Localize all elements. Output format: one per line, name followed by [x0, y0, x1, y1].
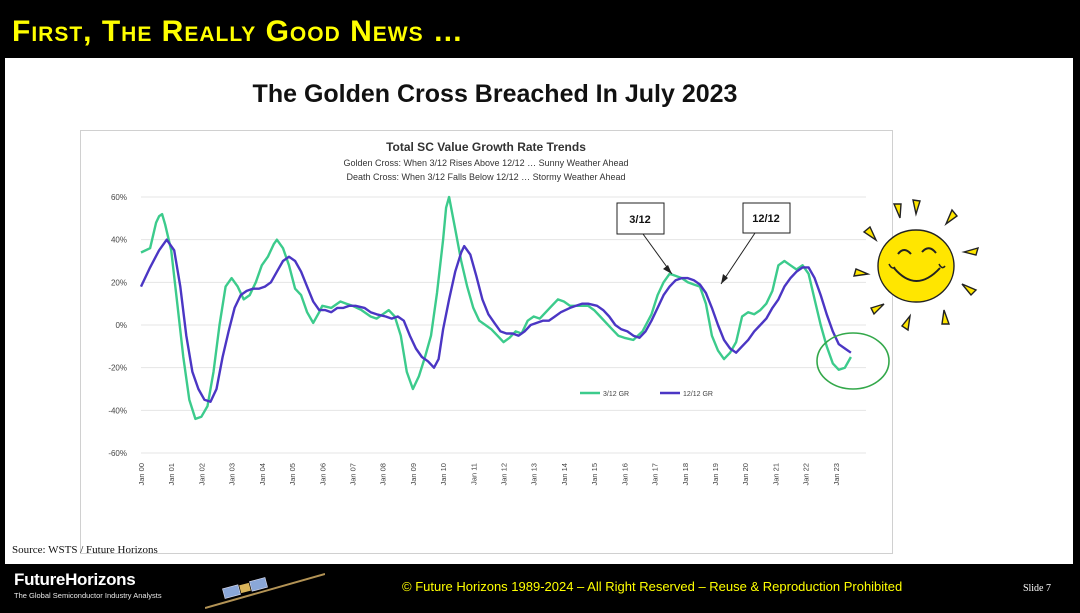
x-tick-label: Jan 21: [771, 463, 780, 486]
y-tick-label: -40%: [108, 406, 127, 415]
y-tick-label: -20%: [108, 364, 127, 373]
series-lines: [139, 195, 852, 421]
x-tick-label: Jan 04: [258, 463, 267, 486]
x-tick-label: Jan 00: [137, 463, 146, 486]
y-axis-ticks: 60% 40% 20% 0% -20% -40% -60%: [108, 193, 127, 458]
x-tick-label: Jan 10: [439, 463, 448, 486]
chart-title: Total SC Value Growth Rate Trends: [386, 140, 586, 154]
x-tick-label: Jan 01: [167, 463, 176, 486]
y-tick-label: -60%: [108, 449, 127, 458]
chart-frame: Total SC Value Growth Rate Trends Golden…: [80, 130, 893, 554]
x-tick-label: Jan 02: [197, 463, 206, 486]
logo-brand: FutureHorizons: [14, 570, 136, 589]
x-tick-label: Jan 07: [348, 463, 357, 486]
header-bar: First, The Really Good News …: [0, 0, 1080, 56]
x-tick-label: Jan 19: [711, 463, 720, 486]
y-tick-label: 60%: [111, 193, 127, 202]
series-line-12-12: [139, 238, 852, 403]
legend-label-3-12: 3/12 GR: [603, 391, 629, 398]
x-tick-label: Jan 05: [288, 463, 297, 486]
chart-subtitle-golden: Golden Cross: When 3/12 Rises Above 12/1…: [343, 158, 628, 168]
x-tick-label: Jan 09: [409, 463, 418, 486]
x-tick-label: Jan 22: [802, 463, 811, 486]
growth-rate-chart: Total SC Value Growth Rate Trends Golden…: [108, 140, 866, 486]
x-tick-label: Jan 15: [590, 463, 599, 486]
x-axis-ticks: Jan 00 Jan 01 Jan 02 Jan 03 Jan 04 Jan 05 Jan …: [137, 463, 841, 486]
y-tick-label: 20%: [111, 278, 127, 287]
slide-number: Slide 7: [1022, 583, 1051, 594]
x-tick-label: Jan 18: [681, 463, 690, 486]
x-tick-label: Jan 17: [651, 463, 660, 486]
x-tick-label: Jan 13: [530, 463, 539, 486]
y-tick-label: 0%: [115, 321, 127, 330]
x-tick-label: Jan 23: [832, 463, 841, 486]
chart-subtitle-death: Death Cross: When 3/12 Falls Below 12/12…: [347, 172, 626, 182]
x-tick-label: Jan 03: [228, 463, 237, 486]
x-tick-label: Jan 16: [620, 463, 629, 486]
x-tick-label: Jan 11: [469, 463, 478, 485]
x-tick-label: Jan 20: [741, 463, 750, 486]
copyright-notice: © Future Horizons 1989-2024 – All Right …: [402, 579, 903, 594]
slide-title: The Golden Cross Breached In July 2023: [252, 80, 738, 108]
source-note: Source: WSTS / Future Horizons: [12, 544, 158, 556]
future-horizons-logo: FutureHorizons The Global Semiconductor …: [14, 570, 162, 600]
logo-tagline: The Global Semiconductor Industry Analys…: [14, 591, 162, 600]
satellite-icon: [205, 573, 325, 609]
x-tick-label: Jan 12: [500, 463, 509, 486]
series-line-3-12: [140, 195, 852, 421]
x-tick-label: Jan 14: [560, 463, 569, 486]
chart-legend: 3/12 GR 12/12 GR: [580, 391, 713, 398]
y-tick-label: 40%: [111, 236, 127, 245]
slide-body: The Golden Cross Breached In July 2023 T…: [5, 58, 1073, 564]
x-tick-label: Jan 06: [318, 463, 327, 486]
chart-grid: [141, 196, 866, 454]
x-tick-label: Jan 08: [379, 463, 388, 486]
footer-bar: FutureHorizons The Global Semiconductor …: [0, 564, 1080, 613]
header-title: First, The Really Good News …: [12, 15, 464, 48]
legend-label-12-12: 12/12 GR: [683, 391, 713, 398]
